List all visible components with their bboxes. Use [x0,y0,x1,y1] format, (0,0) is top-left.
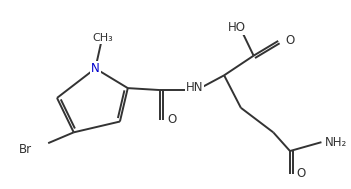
Text: N: N [91,62,100,75]
Text: NH₂: NH₂ [325,136,347,149]
Text: CH₃: CH₃ [93,33,114,43]
Text: O: O [297,167,306,180]
Text: O: O [167,113,176,126]
Text: HN: HN [186,81,203,94]
Text: Br: Br [19,143,32,156]
Text: O: O [285,34,294,47]
Text: HO: HO [228,21,246,34]
